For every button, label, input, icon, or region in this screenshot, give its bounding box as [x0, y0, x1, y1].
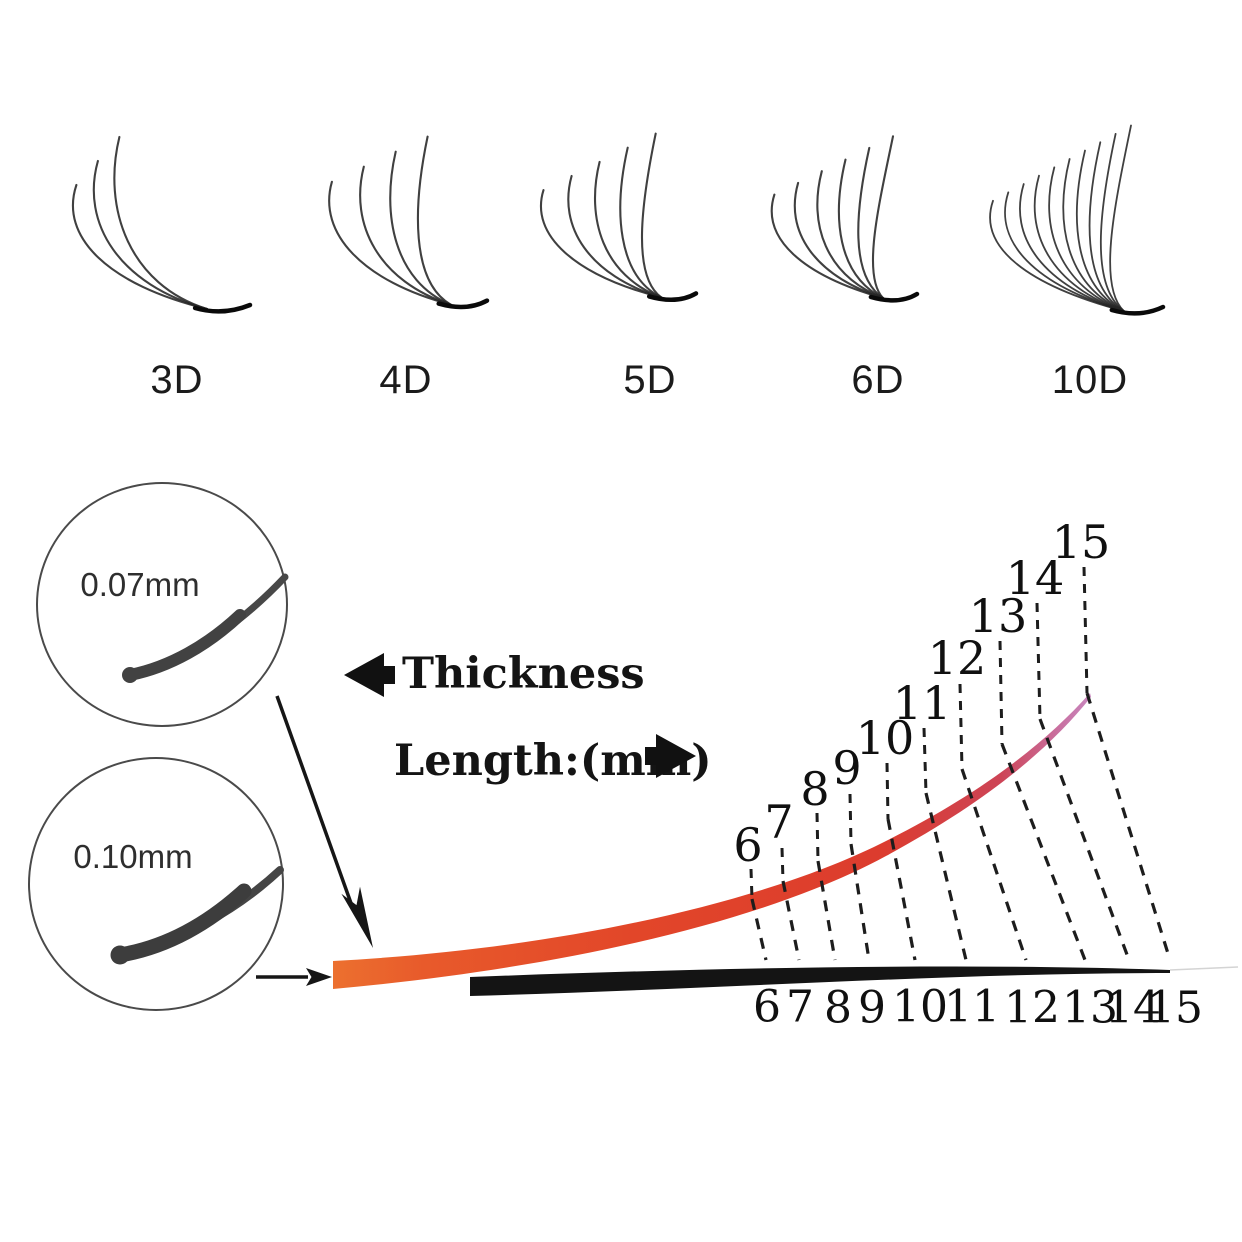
top-tick-9: 9	[832, 741, 862, 795]
lash-cross-section-007-icon	[122, 573, 289, 683]
length-guide-dash	[780, 847, 785, 882]
lash-strand	[816, 170, 884, 300]
lash-strand	[1109, 124, 1132, 312]
lash-fan-3d	[71, 135, 253, 314]
lash-strand	[1076, 149, 1125, 312]
lash-fan-10d	[989, 124, 1166, 316]
lash-fan-base	[868, 291, 920, 303]
lash-strand	[1099, 133, 1125, 312]
top-tick-13: 13	[968, 589, 1028, 643]
length-guide-dash	[924, 792, 968, 961]
lash-strand	[92, 159, 209, 311]
length-guide-dash	[960, 768, 1028, 961]
lash-strand	[770, 193, 884, 300]
lash-strand	[1033, 174, 1125, 312]
bottom-tick-8: 8	[824, 982, 852, 1034]
bottom-tick-6: 6	[753, 981, 781, 1033]
bottom-tick-11: 11	[944, 981, 1000, 1033]
length-guide-dash	[750, 898, 768, 961]
bottom-tick-10: 10	[892, 981, 948, 1033]
lash-strand	[1048, 166, 1125, 312]
length-guide-dash	[1085, 692, 1172, 961]
top-tick-6: 6	[733, 818, 763, 872]
thickness-circle-007	[36, 482, 289, 727]
straight-lash-black	[470, 966, 1170, 996]
lash-strand	[640, 132, 663, 299]
lash-strand	[619, 146, 663, 299]
thickness-label: Thickness	[402, 649, 645, 699]
length-guide-dash	[1038, 718, 1131, 961]
lash-strand	[567, 174, 663, 299]
lash-fan-6d	[770, 135, 920, 303]
lash-fan-base	[192, 302, 253, 314]
fan-label-6d: 6D	[851, 358, 905, 402]
curled-lash-red	[333, 693, 1091, 989]
lash-strand	[1004, 191, 1125, 312]
right-arrow-icon	[645, 734, 696, 778]
length-guide-lines	[749, 566, 1172, 961]
length-guide-dash	[922, 727, 928, 794]
straight-lash-tip-fade	[1169, 966, 1239, 971]
lash-strand	[1062, 158, 1125, 312]
length-guide-dash	[1035, 602, 1042, 720]
bottom-tick-7: 7	[786, 981, 814, 1033]
lash-fan-4d	[328, 135, 490, 310]
lash-strand	[359, 165, 452, 306]
lash-strand	[593, 160, 663, 299]
lash-strand	[539, 189, 663, 299]
length-guide-dash	[886, 818, 917, 961]
fan-label-4d: 4D	[379, 358, 433, 402]
top-tick-8: 8	[800, 762, 830, 816]
thickness-value-007: 0.07mm	[80, 566, 200, 603]
bottom-tick-12: 12	[1004, 982, 1060, 1034]
bottom-tick-13: 13	[1062, 982, 1118, 1034]
lash-strand	[389, 150, 452, 306]
thickness-value-010: 0.10mm	[73, 838, 193, 875]
length-guide-dash	[1082, 566, 1089, 694]
lash-strand	[113, 135, 209, 311]
top-tick-10: 10	[855, 711, 915, 765]
lash-strand	[71, 183, 209, 311]
lash-strand	[857, 146, 884, 300]
thickness-pointer-arrow-icon	[275, 695, 373, 948]
lash-strand	[989, 199, 1125, 312]
bottom-tick-15: 15	[1147, 982, 1203, 1034]
top-tick-7: 7	[764, 795, 794, 849]
length-guide-dash	[998, 640, 1004, 745]
thickness-pointer-arrow2-icon	[256, 968, 332, 986]
top-tick-11: 11	[892, 676, 952, 730]
top-tick-14: 14	[1005, 551, 1065, 605]
lash-strand	[837, 158, 884, 300]
bottom-tick-14: 14	[1105, 982, 1161, 1034]
lash-fan-base	[436, 298, 490, 310]
top-tick-15: 15	[1051, 515, 1111, 569]
lash-fan-base	[646, 291, 699, 302]
length-guide-dash	[749, 868, 754, 900]
length-guide-dash	[885, 762, 890, 820]
fan-label-10d: 10D	[1051, 358, 1129, 402]
lash-fan-5d	[539, 132, 699, 302]
left-arrow-icon	[344, 653, 395, 697]
length-guide-dash	[958, 683, 964, 770]
fan-label-3d: 3D	[150, 358, 204, 402]
top-tick-12: 12	[927, 631, 987, 685]
lash-strand	[416, 135, 452, 306]
length-guide-dash	[816, 860, 837, 961]
bottom-tick-9: 9	[858, 982, 886, 1034]
lash-strand	[1088, 141, 1125, 312]
length-guide-dash	[815, 812, 820, 862]
lash-strand	[328, 180, 452, 306]
lash-cross-section-010-icon	[110, 866, 284, 965]
lash-fan-base	[1109, 304, 1166, 316]
lash-strand	[793, 181, 884, 300]
thickness-circle-010	[28, 757, 284, 1011]
lash-strand	[871, 135, 895, 300]
fan-label-5d: 5D	[623, 358, 677, 402]
lash-strand	[1019, 183, 1125, 312]
length-guide-dash	[848, 793, 853, 845]
length-guide-dash	[781, 880, 801, 961]
